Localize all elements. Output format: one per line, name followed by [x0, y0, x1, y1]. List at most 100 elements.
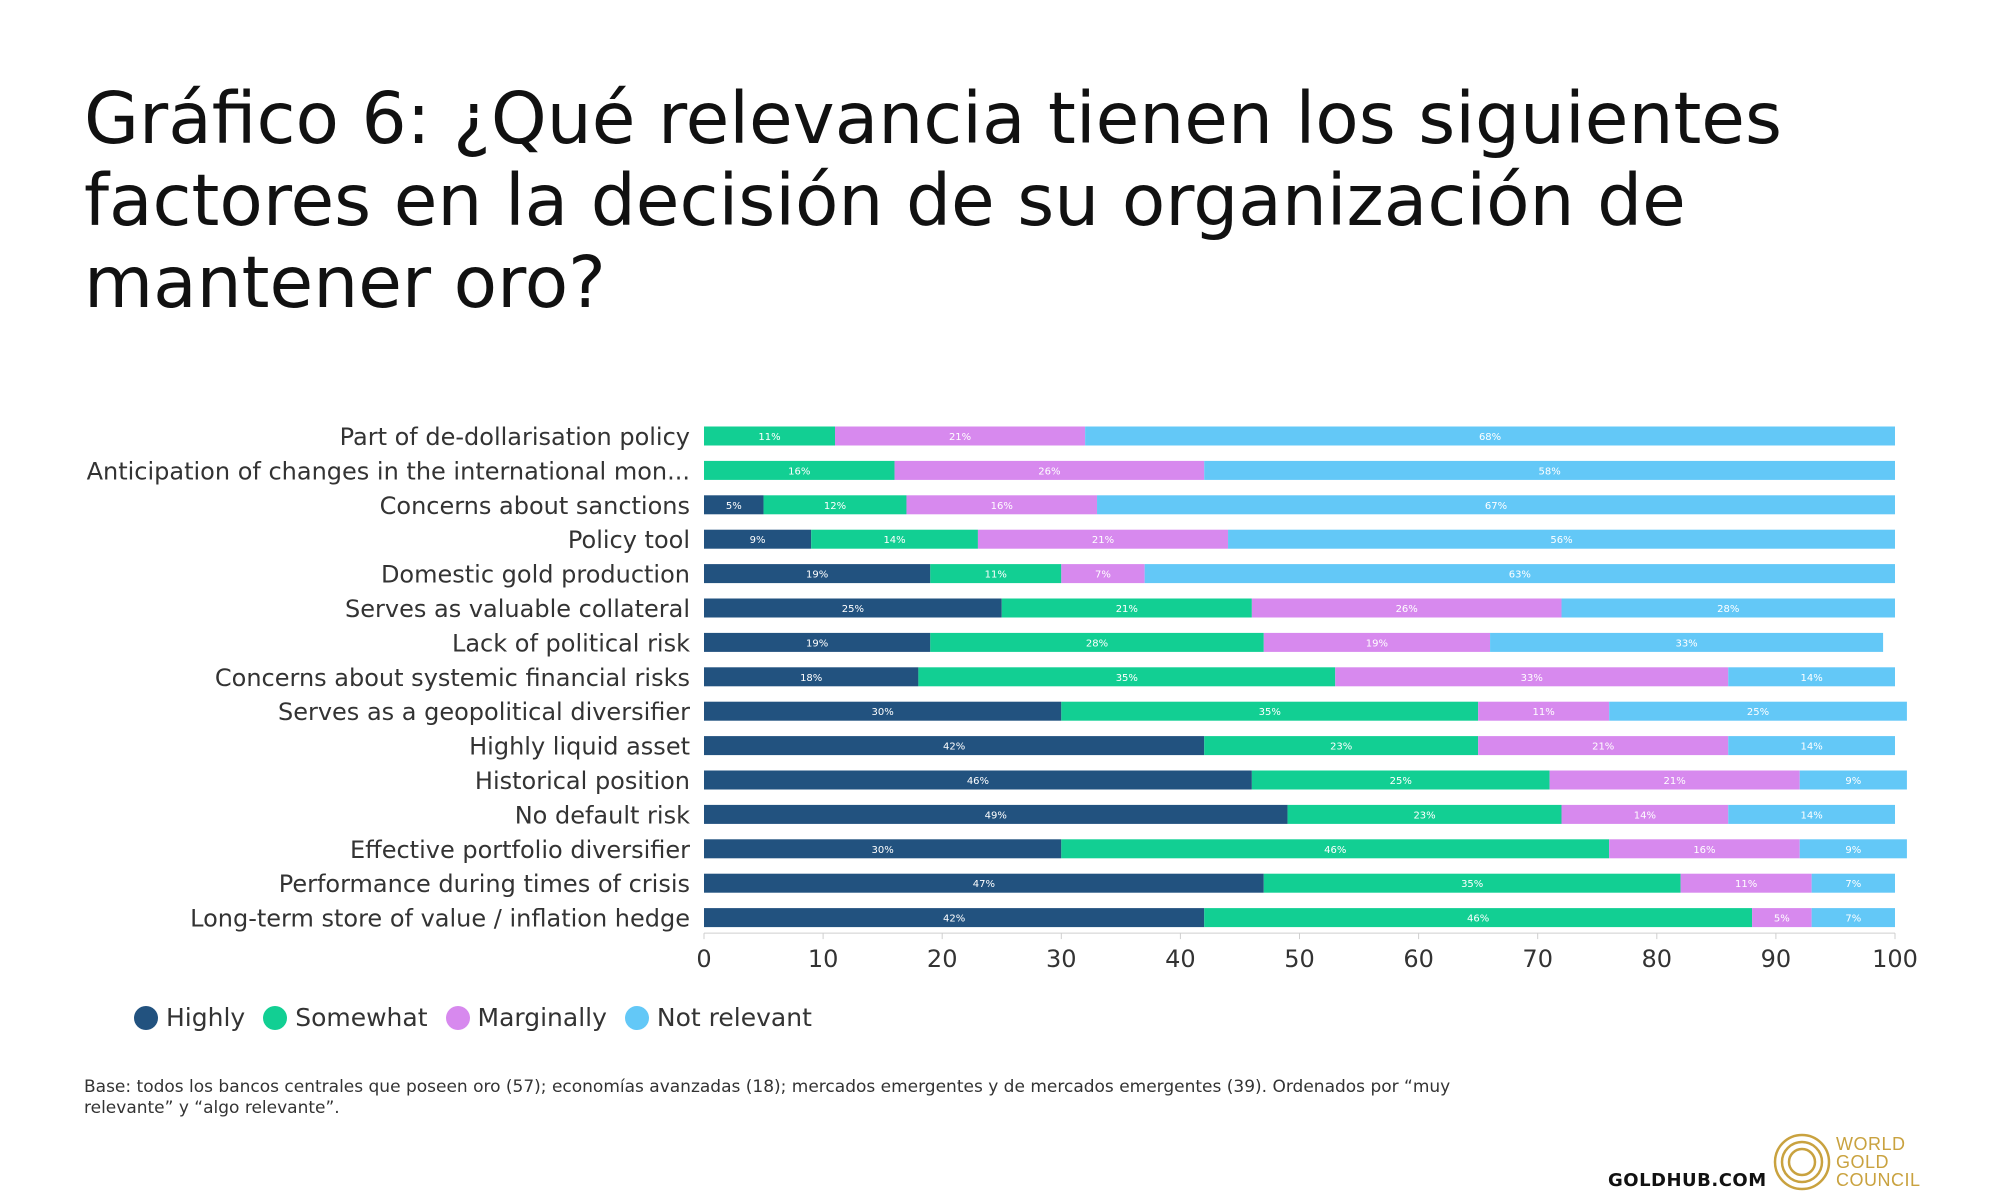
- bar-segment: [704, 736, 1205, 756]
- bar-segment: [704, 426, 836, 446]
- bar-segment: [1263, 632, 1491, 652]
- bar-value-label: 47%: [973, 879, 995, 890]
- bar-segment: [977, 529, 1229, 549]
- bar-value-label: 9%: [1845, 776, 1861, 787]
- bar-value-label: 35%: [1116, 673, 1138, 684]
- bar-segment: [1204, 908, 1753, 928]
- bar-segment: [918, 667, 1336, 687]
- category-label: Concerns about systemic financial risks: [215, 664, 690, 692]
- bar-segment: [1811, 873, 1895, 893]
- bar-segment: [1799, 839, 1907, 859]
- bar-segment: [704, 908, 1205, 928]
- bar-segment: [1811, 908, 1895, 928]
- legend-swatch: [134, 1005, 158, 1030]
- bar-segment: [1609, 701, 1907, 721]
- bar-value-label: 42%: [943, 742, 965, 753]
- bar-value-label: 14%: [1801, 742, 1823, 753]
- bar-segment: [1144, 564, 1895, 584]
- legend-label: Marginally: [477, 1003, 607, 1032]
- bar-segment: [1263, 873, 1681, 893]
- category-label: Serves as valuable collateral: [345, 595, 690, 623]
- bar-value-label: 7%: [1095, 570, 1111, 581]
- category-label: No default risk: [515, 801, 690, 829]
- bar-value-label: 46%: [967, 776, 989, 787]
- bar-segment: [704, 564, 931, 584]
- bar-value-label: 14%: [883, 535, 905, 546]
- bar-segment: [1335, 667, 1729, 687]
- bar-segment: [835, 426, 1086, 446]
- bar-segment: [704, 701, 1062, 721]
- wordmark-line: COUNCIL: [1836, 1170, 1921, 1190]
- bar-segment: [1680, 873, 1812, 893]
- bar-segment: [704, 770, 1252, 790]
- bar-value-label: 46%: [1324, 845, 1346, 856]
- footnote: Base: todos los bancos centrales que pos…: [84, 1077, 1451, 1118]
- category-label: Part of de-dollarisation policy: [340, 423, 690, 451]
- bar-value-label: 63%: [1509, 570, 1531, 581]
- bar-segment: [1287, 804, 1562, 824]
- bar-value-label: 19%: [1366, 638, 1388, 649]
- bar-segment: [906, 495, 1098, 515]
- x-tick-label: 70: [1522, 945, 1553, 973]
- category-label: Policy tool: [568, 526, 690, 554]
- bar-value-label: 9%: [1845, 845, 1861, 856]
- bar-value-label: 14%: [1634, 810, 1656, 821]
- x-tick-label: 50: [1284, 945, 1315, 973]
- bar-value-label: 26%: [1396, 604, 1418, 615]
- x-tick-label: 90: [1761, 945, 1792, 973]
- bar-segment: [704, 873, 1264, 893]
- bar-value-label: 21%: [1592, 742, 1614, 753]
- bar-segment: [704, 460, 895, 480]
- bar-segment: [811, 529, 978, 549]
- bar-value-label: 42%: [943, 914, 965, 925]
- category-label: Serves as a geopolitical diversifier: [278, 698, 690, 726]
- bar-segment: [1001, 598, 1252, 618]
- bar-value-label: 68%: [1479, 432, 1501, 443]
- bar-value-label: 67%: [1485, 501, 1507, 512]
- bar-segment: [1799, 770, 1907, 790]
- bar-segment: [1609, 839, 1800, 859]
- bar-segment: [704, 804, 1288, 824]
- bar-segment: [1061, 701, 1479, 721]
- bar-value-label: 16%: [788, 466, 810, 477]
- bar-value-label: 7%: [1845, 879, 1861, 890]
- bar-value-label: 30%: [872, 707, 894, 718]
- bar-segment: [1752, 908, 1812, 928]
- category-label: Effective portfolio diversifier: [350, 836, 690, 864]
- bar-segment: [704, 495, 764, 515]
- world-gold-council-logo-icon: [1773, 1133, 1831, 1191]
- bar-segment: [1228, 529, 1895, 549]
- x-tick-label: 10: [808, 945, 839, 973]
- category-label: Long-term store of value / inflation hed…: [190, 905, 690, 933]
- bar-value-label: 11%: [1735, 879, 1757, 890]
- goldhub-link[interactable]: GOLDHUB.COM: [1608, 1170, 1767, 1191]
- legend-item: Not relevant: [624, 1003, 812, 1032]
- bar-segment: [1728, 736, 1895, 756]
- bar-segment: [1549, 770, 1800, 790]
- bar-value-label: 23%: [1413, 810, 1435, 821]
- bar-value-label: 14%: [1801, 673, 1823, 684]
- category-label: Performance during times of crisis: [279, 870, 690, 898]
- bar-segment: [704, 632, 931, 652]
- legend-swatch: [263, 1005, 288, 1030]
- bar-value-label: 26%: [1038, 466, 1060, 477]
- bar-value-label: 21%: [1664, 776, 1686, 787]
- bar-value-label: 28%: [1086, 638, 1108, 649]
- legend-label: Not relevant: [656, 1003, 812, 1032]
- bar-segment: [704, 529, 812, 549]
- bar-value-label: 25%: [1747, 707, 1769, 718]
- bar-value-label: 35%: [1259, 707, 1281, 718]
- bar-segment: [704, 839, 1062, 859]
- bar-value-label: 5%: [726, 501, 742, 512]
- bar-segment: [930, 564, 1062, 584]
- bar-value-label: 46%: [1467, 914, 1489, 925]
- bar-segment: [1478, 701, 1610, 721]
- category-label: Highly liquid asset: [469, 733, 690, 761]
- wordmark-line: WORLD: [1836, 1134, 1906, 1154]
- bar-value-label: 23%: [1330, 742, 1352, 753]
- x-tick-label: 60: [1403, 945, 1434, 973]
- bar-value-label: 12%: [824, 501, 846, 512]
- bar-value-label: 33%: [1675, 638, 1697, 649]
- legend-label: Somewhat: [295, 1003, 428, 1032]
- bar-segment: [1204, 736, 1479, 756]
